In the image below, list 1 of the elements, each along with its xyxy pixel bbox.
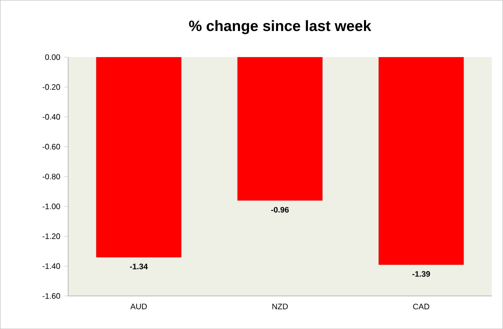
chart-title: % change since last week bbox=[189, 20, 372, 34]
